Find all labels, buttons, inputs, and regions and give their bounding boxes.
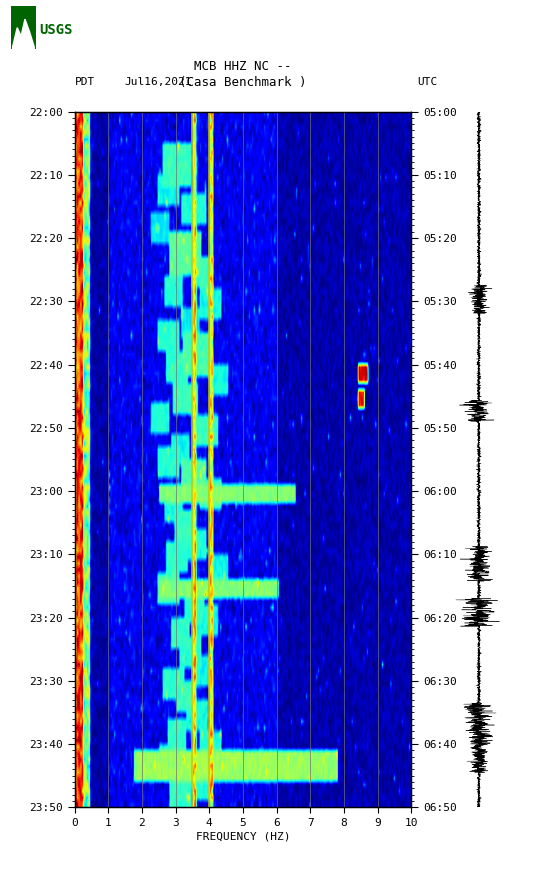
Text: Jul16,2021: Jul16,2021 <box>124 77 192 87</box>
Bar <box>11 6 36 49</box>
Text: UTC: UTC <box>417 77 437 87</box>
X-axis label: FREQUENCY (HZ): FREQUENCY (HZ) <box>195 832 290 842</box>
Text: (Casa Benchmark ): (Casa Benchmark ) <box>179 76 306 88</box>
Text: USGS: USGS <box>39 23 72 37</box>
Text: MCB HHZ NC --: MCB HHZ NC -- <box>194 61 291 73</box>
Polygon shape <box>13 19 34 49</box>
Text: PDT: PDT <box>75 77 95 87</box>
